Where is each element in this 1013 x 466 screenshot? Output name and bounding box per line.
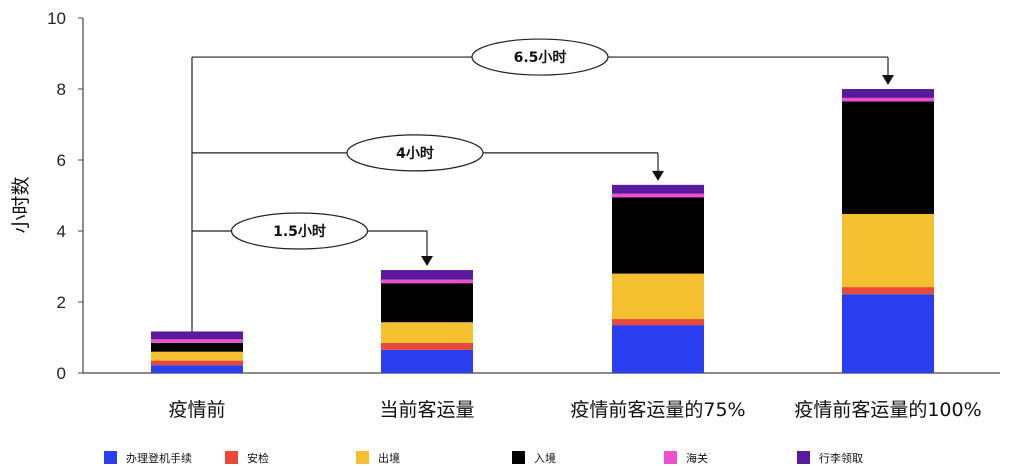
legend-swatch [664, 451, 677, 464]
annotation-label: 6.5小时 [514, 49, 567, 66]
bar-segment [151, 351, 243, 361]
annotation-bubble [346, 134, 484, 172]
bar-segment [381, 279, 473, 284]
legend: 办理登机手续 安检 出境 入境 海关 行李领取 [104, 451, 863, 465]
bars [151, 89, 934, 373]
y-tick-label: 6 [57, 151, 66, 170]
legend-swatch [225, 451, 238, 464]
bar-segment [381, 349, 473, 373]
legend-swatch [356, 451, 369, 464]
bar-segment [612, 193, 704, 198]
x-category-label: 疫情前客运量的100% [794, 399, 981, 421]
bar-segment [381, 342, 473, 350]
annotation-arrowhead [652, 170, 664, 181]
bar-segment [151, 365, 243, 373]
x-category-label: 疫情前客运量的75% [570, 399, 745, 421]
bar-segment [381, 322, 473, 343]
legend-label: 入境 [534, 451, 556, 465]
y-axis-title: 小时数 [10, 176, 32, 233]
bar-segment [381, 270, 473, 280]
annotations: 1.5小时 4小时 6.5小时 [191, 38, 894, 332]
bar-segment [612, 184, 704, 194]
legend-swatch [512, 451, 525, 464]
bar-segment [612, 319, 704, 326]
annotation-bubble [230, 212, 369, 250]
bar-segment [151, 339, 243, 343]
legend-swatch [104, 451, 117, 464]
bar-segment [612, 197, 704, 274]
legend-label: 安检 [247, 451, 269, 465]
bar-segment [842, 101, 934, 214]
bar-segment [842, 213, 934, 288]
y-tick-label: 10 [47, 9, 66, 28]
bar-segment [151, 331, 243, 340]
y-tick-label: 4 [57, 222, 66, 241]
bar-segment [612, 273, 704, 320]
legend-label: 出境 [378, 451, 400, 465]
y-tick-label: 2 [57, 293, 66, 312]
x-category-label: 当前客运量 [379, 399, 474, 421]
x-axis-labels: 疫情前 当前客运量 疫情前客运量的75% 疫情前客运量的100% [168, 399, 981, 421]
annotation-label: 1.5小时 [273, 223, 326, 240]
legend-label: 办理登机手续 [126, 451, 192, 465]
bar-segment [842, 287, 934, 295]
bar-segment [612, 325, 704, 373]
y-tick-label: 0 [57, 364, 66, 383]
y-tick-label: 8 [57, 80, 66, 99]
legend-label: 海关 [686, 451, 708, 465]
bar-segment [151, 342, 243, 352]
bar-segment [842, 97, 934, 102]
bar-segment [151, 360, 243, 366]
annotation-bubble [471, 38, 609, 76]
bar-segment [842, 89, 934, 98]
legend-swatch [797, 451, 810, 464]
annotation-arrowhead [421, 256, 433, 267]
annotation-arrowhead [882, 75, 894, 85]
x-category-label: 疫情前 [168, 399, 225, 421]
bar-segment [381, 283, 473, 323]
legend-label: 行李领取 [819, 451, 863, 465]
bar-segment [842, 294, 934, 373]
annotation-label: 4小时 [396, 145, 434, 162]
